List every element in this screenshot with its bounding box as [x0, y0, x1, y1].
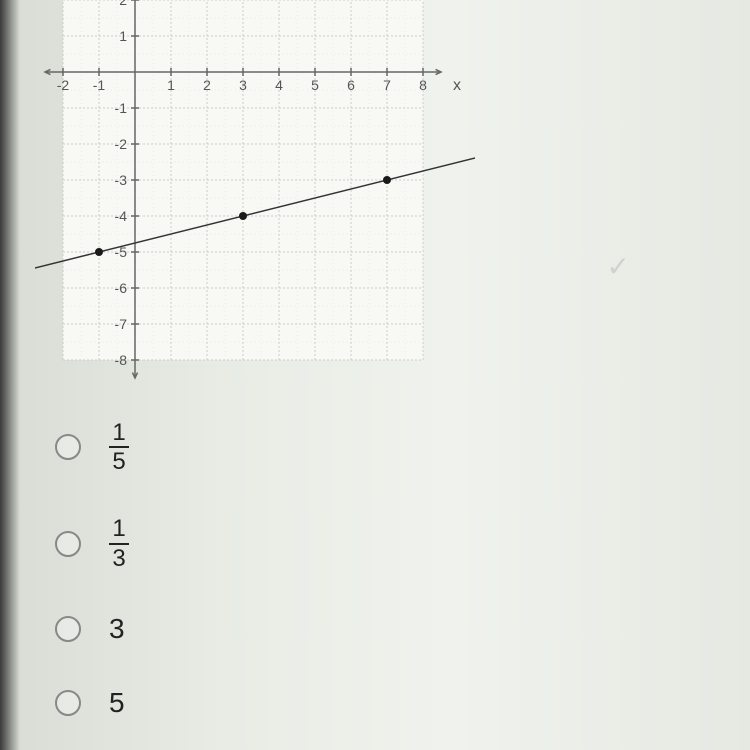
answer-option[interactable]: 5 [55, 687, 129, 719]
svg-text:4: 4 [275, 77, 283, 93]
svg-text:7: 7 [383, 77, 391, 93]
answer-label: 1 3 [109, 516, 129, 570]
svg-text:3: 3 [239, 77, 247, 93]
svg-text:2: 2 [203, 77, 211, 93]
answer-option[interactable]: 3 [55, 613, 129, 645]
answer-label: 1 5 [109, 420, 129, 474]
answer-option[interactable]: 1 3 [55, 516, 129, 570]
svg-text:1: 1 [119, 28, 127, 44]
svg-text:-6: -6 [115, 280, 128, 296]
svg-text:-2: -2 [115, 136, 128, 152]
svg-text:1: 1 [167, 77, 175, 93]
answer-choices: 1 5 1 3 3 5 [55, 420, 129, 719]
answer-option[interactable]: 1 5 [55, 420, 129, 474]
svg-text:-4: -4 [115, 208, 128, 224]
radio-icon[interactable] [55, 531, 81, 557]
svg-text:-2: -2 [57, 77, 70, 93]
coordinate-graph: -2-112345678-8-7-6-5-4-3-2-112x [35, 0, 475, 400]
svg-text:6: 6 [347, 77, 355, 93]
answer-label: 3 [109, 613, 125, 645]
svg-text:-1: -1 [115, 100, 128, 116]
svg-text:5: 5 [311, 77, 319, 93]
svg-text:x: x [453, 77, 461, 94]
svg-text:-3: -3 [115, 172, 128, 188]
svg-text:8: 8 [419, 77, 427, 93]
answer-label: 5 [109, 687, 125, 719]
radio-icon[interactable] [55, 616, 81, 642]
svg-text:-8: -8 [115, 352, 128, 368]
svg-text:-7: -7 [115, 316, 128, 332]
svg-text:2: 2 [119, 0, 127, 8]
radio-icon[interactable] [55, 690, 81, 716]
radio-icon[interactable] [55, 434, 81, 460]
checkmark-icon: ✓ [607, 250, 630, 283]
svg-text:-1: -1 [93, 77, 106, 93]
